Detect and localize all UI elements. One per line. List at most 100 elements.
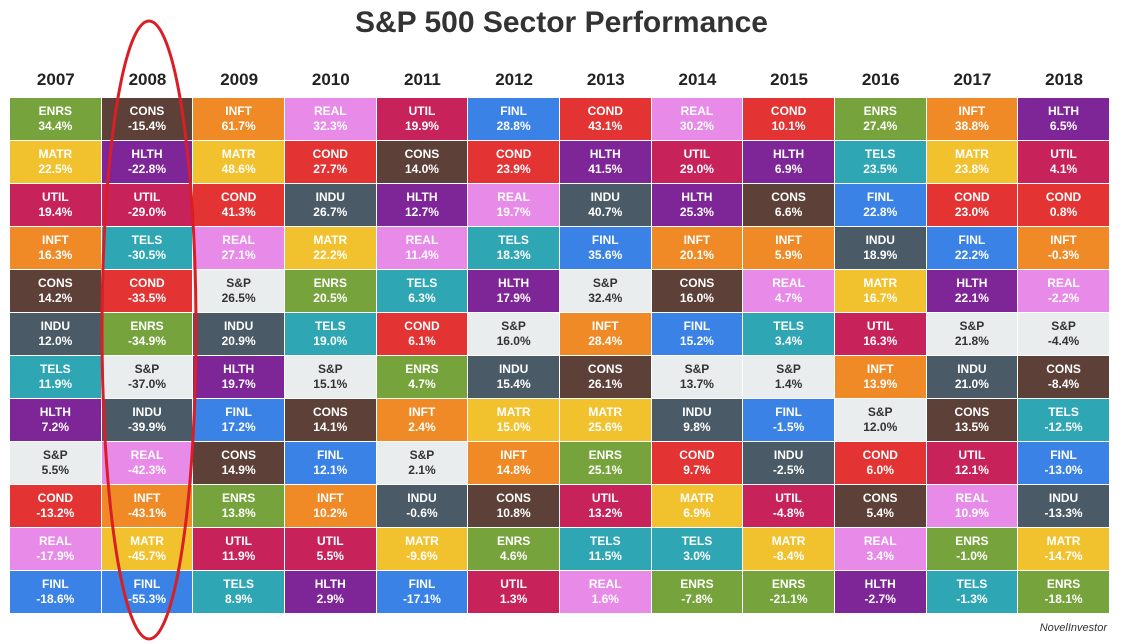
sector-cell: HLTH 19.7% [193,356,285,399]
sector-code: MATR [863,276,898,290]
sector-cell: UTIL 11.9% [193,528,285,571]
sector-code: REAL [1047,276,1080,290]
sector-return: 13.8% [221,506,256,520]
sector-return: 25.6% [588,420,623,434]
sector-code: TELS [956,577,988,591]
sector-cell: TELS -12.5% [1018,399,1110,442]
sector-return: 14.1% [313,420,348,434]
sector-cell: INDU 9.8% [651,399,744,442]
year-label-2017: 2017 [953,70,992,89]
sector-code: CONS [37,276,73,290]
sector-code: CONS [496,491,531,505]
sector-cell: CONS 16.0% [651,270,744,313]
sector-cell: REAL 32.3% [284,98,377,141]
sector-return: -14.7% [1044,549,1083,563]
sector-cell: MATR -9.6% [376,528,469,571]
sector-return: 12.1% [954,463,989,477]
sector-code: INDU [132,405,162,419]
sector-cell: S&P 5.5% [10,442,102,485]
year-header-row: 2007 2008 2009 2010 2011 2012 2013 2014 2015 2016… [10,70,1110,92]
sector-cell: INFT -0.3% [1018,227,1110,270]
sector-cell: S&P 16.0% [468,313,560,356]
sector-code: MATR [496,405,531,419]
sector-cell: HLTH 22.1% [926,270,1019,313]
sector-cell: UTIL 4.1% [1018,141,1110,184]
sector-return: 4.7% [408,377,436,391]
sector-cell: ENRS -21.1% [743,571,835,614]
sector-return: 10.8% [496,506,531,520]
sector-code: TELS [589,534,621,548]
sector-cell: FINL 12.1% [284,442,377,485]
sector-code: COND [404,319,440,333]
sector-cell: UTIL 5.5% [284,528,377,571]
sector-cell: INDU -2.5% [743,442,835,485]
sector-cell: COND 23.0% [926,184,1019,227]
sector-code: CONS [1046,362,1081,376]
sector-cell: S&P 2.1% [376,442,469,485]
sector-cell: CONS 14.1% [284,399,377,442]
sector-code: CONS [862,491,898,505]
sector-return: 22.2% [313,248,348,262]
sector-return: 3.4% [866,549,894,563]
sector-return: 2.1% [408,463,436,477]
sector-code: S&P [501,319,526,333]
sector-return: 17.2% [221,420,256,434]
sector-return: -2.5% [772,463,805,477]
sector-code: REAL [130,448,164,462]
sector-code: CONS [312,405,348,419]
sector-code: CONS [221,448,256,462]
sector-code: MATR [38,147,73,161]
sector-code: HLTH [773,147,805,161]
sector-return: -4.4% [1047,334,1080,348]
sector-return: 19.7% [221,377,256,391]
sector-return: 18.3% [496,248,531,262]
sector-code: ENRS [313,276,347,290]
sector-return: -1.0% [956,549,988,563]
sector-return: 3.4% [774,334,803,348]
sector-code: ENRS [863,104,897,118]
sector-cell: INDU 20.9% [193,313,285,356]
sector-code: INFT [225,104,252,118]
sector-code: UTIL [133,190,161,204]
sector-return: 1.6% [591,592,619,606]
sector-code: TELS [773,319,804,333]
sector-return: 38.8% [954,119,989,133]
sector-return: -8.4% [772,549,805,563]
sector-code: CONS [404,147,440,161]
sector-cell: INDU 40.7% [559,184,652,227]
sector-cell: UTIL 1.3% [468,571,560,614]
sector-return: 6.5% [1049,119,1078,133]
sector-code: TELS [131,233,163,247]
sector-return: 1.4% [774,377,803,391]
sector-code: HLTH [956,276,988,290]
sector-code: FINL [775,405,802,419]
sector-cell: FINL -1.5% [743,399,835,442]
sector-code: UTIL [41,190,69,204]
sector-return: 30.2% [679,119,714,133]
sector-cell: CONS -15.4% [101,98,194,141]
sector-code: INDU [40,319,70,333]
sector-cell: REAL 19.7% [468,184,560,227]
sector-return: 16.3% [38,248,73,262]
sector-cell: MATR 16.7% [834,270,927,313]
sector-return: 12.0% [38,334,73,348]
sector-return: 32.3% [313,119,348,133]
sector-return: -9.6% [406,549,438,563]
sector-cell: HLTH 25.3% [651,184,744,227]
sector-cell: REAL 1.6% [559,571,652,614]
sector-return: -45.7% [127,549,166,563]
sector-cell: HLTH 2.9% [284,571,377,614]
sector-cell: MATR 48.6% [193,141,285,184]
sector-return: 20.1% [679,248,714,262]
sector-return: 27.7% [313,162,348,176]
year-label-2016: 2016 [861,70,900,89]
sector-return: 4.7% [774,291,803,305]
sector-return: -1.3% [956,592,988,606]
sector-return: 7.2% [41,420,69,434]
sector-return: 17.9% [496,291,531,305]
sector-cell: INFT 20.1% [651,227,744,270]
sector-code: TELS [314,319,346,333]
sector-code: FINL [133,577,161,591]
sector-cell: FINL 22.2% [926,227,1019,270]
sector-cell: REAL 30.2% [651,98,744,141]
